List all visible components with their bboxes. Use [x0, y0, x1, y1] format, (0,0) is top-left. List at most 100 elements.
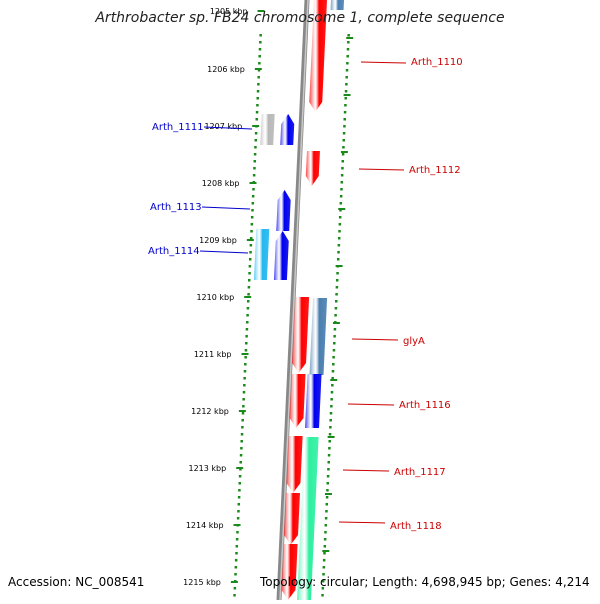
ring-dot [235, 538, 239, 541]
ring-dot [337, 244, 341, 247]
gene-label-leader [342, 469, 390, 472]
ring-dot [247, 286, 251, 289]
ring-dot [238, 489, 241, 492]
gene-red-bottom [281, 544, 298, 600]
gene-arth-1114-lblue [253, 229, 270, 280]
ring-dot [253, 167, 256, 170]
ring-dot [254, 146, 257, 149]
ring-dot [248, 272, 251, 275]
ring-dot [253, 160, 257, 163]
ring-dot [238, 475, 242, 478]
ring-dot [327, 468, 330, 471]
ring-dot [237, 503, 241, 506]
axis-tick-label: 1208 kbp [202, 179, 240, 188]
ring-dot [338, 230, 341, 233]
gene-label: glyA [403, 336, 425, 347]
ring-dot [341, 167, 344, 170]
axis-tick-label: 1215 kbp [183, 578, 221, 587]
gene-label: Arth_1113 [150, 202, 202, 213]
ring-dot [233, 587, 237, 590]
ring-dot [237, 496, 241, 499]
map-title: Arthrobacter sp. FB24 chromosome 1, comp… [95, 10, 505, 26]
ring-dot [257, 69, 261, 72]
ring-dot [331, 370, 335, 373]
ring-dot [248, 258, 252, 261]
ring-dot [243, 384, 246, 387]
ring-dot [253, 153, 257, 156]
ring-dot [257, 76, 260, 79]
ring-dot [339, 195, 343, 198]
ring-dot [334, 314, 337, 317]
ring-dot [325, 503, 329, 506]
ring-dot [340, 188, 343, 191]
ring-dot [336, 258, 340, 261]
gene-label-leader [201, 206, 251, 210]
ring-dot [337, 251, 340, 254]
ring-dot [332, 349, 336, 352]
ring-dot [237, 510, 240, 513]
gene-arth-1112 [305, 151, 320, 186]
ring-dot [248, 265, 252, 268]
ring-dot [333, 335, 336, 338]
ring-dot [346, 48, 350, 51]
ring-dot [345, 83, 348, 86]
ring-dot [341, 153, 345, 156]
ring-dot [235, 545, 239, 548]
ring-dot [241, 419, 244, 422]
ring-dot [323, 552, 326, 555]
ring-dot [254, 132, 258, 135]
ring-dot [244, 349, 248, 352]
axis-tick-label: 1211 kbp [194, 350, 232, 359]
ring-dot [343, 125, 346, 128]
ring-dot [334, 307, 338, 310]
gene-label-leader [351, 338, 399, 341]
ring-dot [340, 181, 344, 184]
ring-dot [259, 34, 262, 37]
ring-dot [258, 55, 261, 58]
ring-dot [330, 398, 333, 401]
ring-dot [243, 377, 246, 380]
ring-dot [258, 62, 261, 65]
ring-dot [346, 55, 349, 58]
ring-dot [324, 524, 328, 527]
ring-dot [329, 412, 333, 415]
ring-dot [323, 538, 327, 541]
ring-dot [322, 566, 326, 569]
ring-dot [252, 188, 255, 191]
gene-arth-1111-grey [260, 114, 275, 145]
ring-dot [236, 531, 239, 534]
gene-label-leader [338, 521, 386, 524]
ring-dot [242, 405, 245, 408]
ring-dot [254, 139, 258, 142]
axis-tick-label: 1213 kbp [189, 464, 227, 473]
ring-dot [345, 69, 349, 72]
ring-dot [332, 356, 335, 359]
ring-dot [240, 447, 243, 450]
gene-label-leader [199, 250, 249, 254]
ring-dot [335, 279, 339, 282]
ring-dot [344, 97, 347, 100]
ring-dot [252, 174, 256, 177]
gene-label: Arth_1112 [409, 165, 461, 176]
gene-label-leader [347, 403, 395, 406]
axis-tick-label: 1212 kbp [191, 407, 229, 416]
ring-dot [345, 76, 348, 79]
ring-dot [250, 230, 253, 233]
ring-dot [244, 363, 247, 366]
ring-dot [331, 384, 334, 387]
ring-dot [333, 342, 336, 345]
ring-dot [342, 139, 346, 142]
ring-dot [321, 587, 325, 590]
ring-dot [233, 594, 236, 597]
ring-dot [338, 216, 342, 219]
ring-dot [256, 104, 259, 107]
gene-arth-1114 [273, 231, 289, 280]
axis-ticks: 1205 kbp 1206 kbp 1207 kbp 1208 kbp 1209 kbp… [183, 7, 354, 587]
ring-dot [251, 195, 255, 198]
axis-tick-label: 1209 kbp [199, 236, 237, 245]
ring-dot [342, 146, 345, 149]
gene-arth-1116 [305, 374, 322, 428]
ring-dot [333, 328, 337, 331]
backbone-highlight [279, 0, 309, 601]
